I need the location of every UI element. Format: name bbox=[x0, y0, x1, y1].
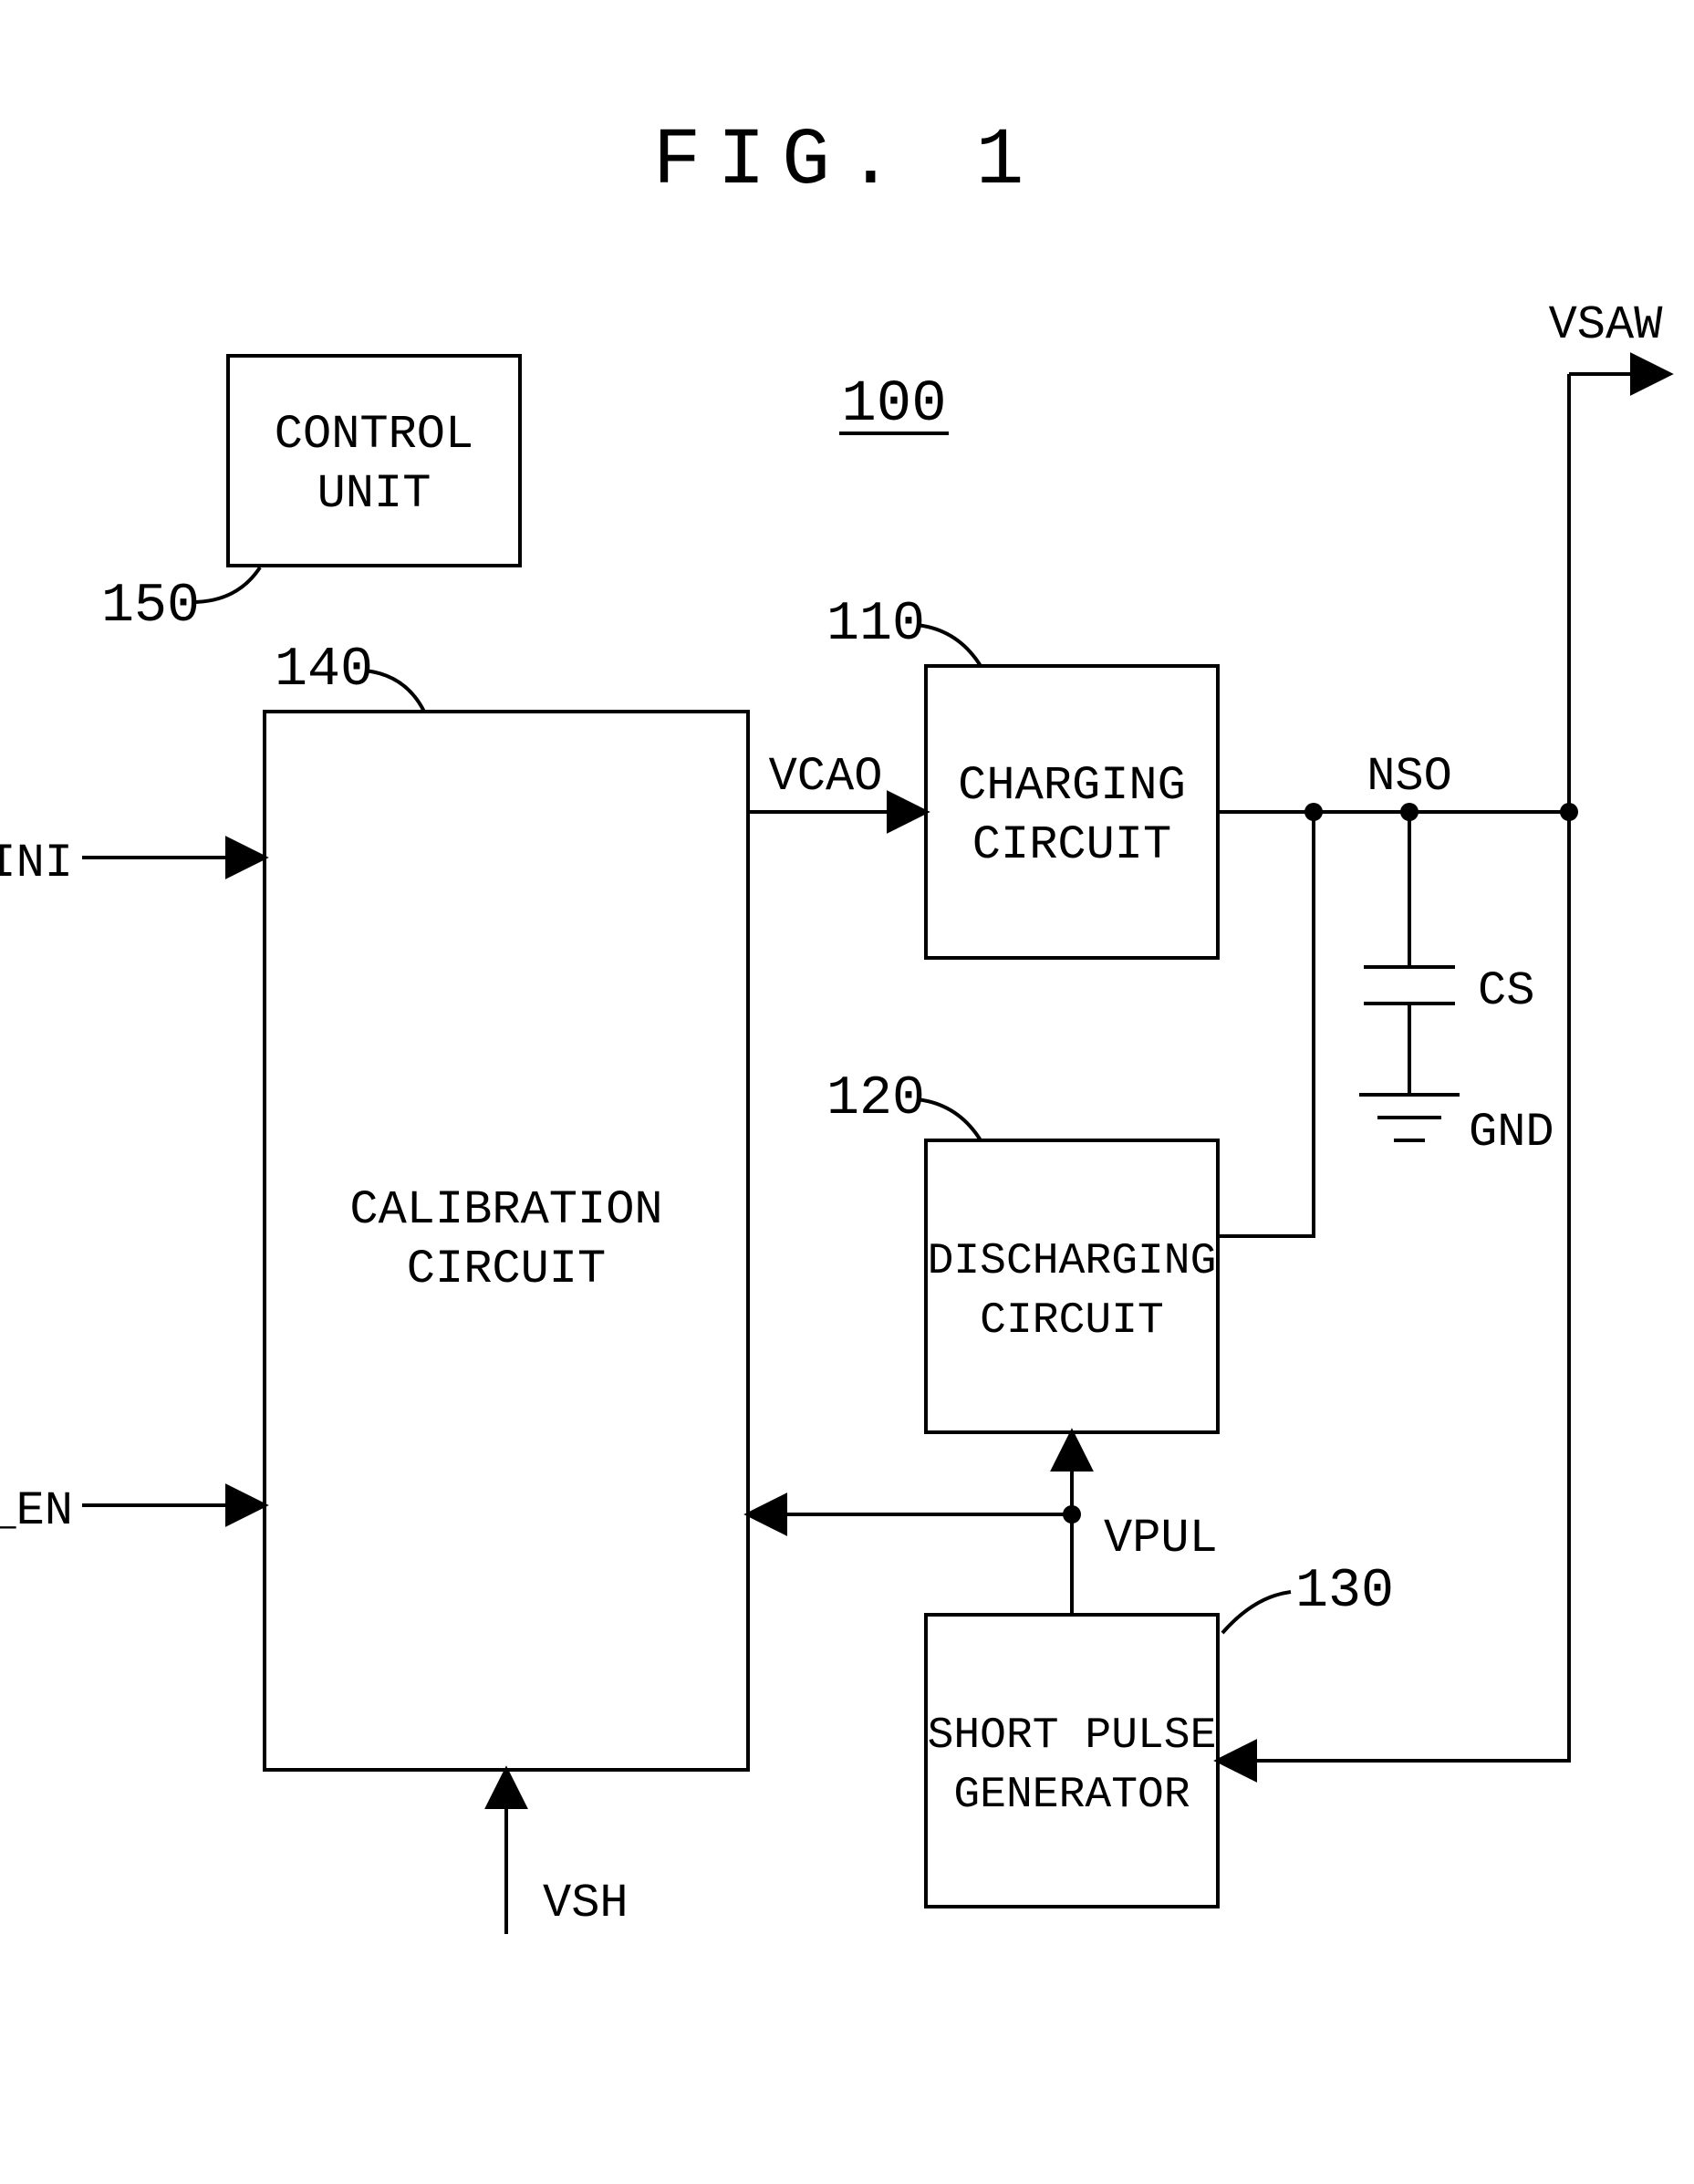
label-nso: NSO bbox=[1367, 750, 1452, 804]
control-unit-line2: UNIT bbox=[317, 467, 431, 521]
discharging-line2: CIRCUIT bbox=[980, 1296, 1164, 1346]
ref-120: 120 bbox=[826, 1068, 925, 1130]
block-discharging: DISCHARGING CIRCUIT bbox=[926, 1140, 1218, 1432]
ref-140: 140 bbox=[275, 640, 373, 702]
block-charging: CHARGING CIRCUIT bbox=[926, 666, 1218, 958]
shortpulse-line2: GENERATOR bbox=[953, 1771, 1190, 1820]
ref-150: 150 bbox=[101, 576, 200, 638]
figure-title: FIG. 1 bbox=[653, 117, 1041, 207]
block-calibration: CALIBRATION CIRCUIT bbox=[265, 712, 748, 1770]
discharging-line1: DISCHARGING bbox=[928, 1237, 1217, 1286]
ref-110: 110 bbox=[826, 594, 925, 656]
label-cal-en: CAL_EN bbox=[0, 1484, 73, 1538]
fig1-diagram: FIG. 1 100 CONTROL UNIT 150 CALIBRATION … bbox=[0, 0, 1694, 2184]
shortpulse-line1: SHORT PULSE bbox=[928, 1711, 1217, 1761]
leader-150 bbox=[192, 567, 260, 602]
node-discharge-nso bbox=[1304, 803, 1323, 821]
label-cs: CS bbox=[1478, 964, 1534, 1018]
calibration-line2: CIRCUIT bbox=[407, 1243, 606, 1296]
label-vsh: VSH bbox=[543, 1877, 629, 1930]
label-gnd: GND bbox=[1469, 1106, 1554, 1160]
ref-130: 130 bbox=[1295, 1561, 1394, 1623]
leader-140 bbox=[365, 671, 424, 712]
wire-discharging-nso bbox=[1218, 812, 1314, 1236]
label-vcao: VCAO bbox=[769, 750, 883, 804]
label-vsaw: VSAW bbox=[1549, 298, 1664, 352]
leader-110 bbox=[917, 625, 981, 666]
label-cal-ini: CAL_INI bbox=[0, 837, 73, 890]
control-unit-line1: CONTROL bbox=[275, 408, 473, 462]
ref-100: 100 bbox=[841, 372, 946, 438]
charging-line2: CIRCUIT bbox=[972, 818, 1171, 872]
leader-130 bbox=[1222, 1592, 1291, 1633]
block-control-unit: CONTROL UNIT bbox=[228, 356, 520, 566]
block-short-pulse: SHORT PULSE GENERATOR bbox=[926, 1615, 1218, 1907]
label-vpul: VPUL bbox=[1104, 1512, 1218, 1565]
leader-120 bbox=[917, 1099, 981, 1140]
calibration-line1: CALIBRATION bbox=[349, 1183, 662, 1237]
charging-line1: CHARGING bbox=[958, 759, 1186, 813]
